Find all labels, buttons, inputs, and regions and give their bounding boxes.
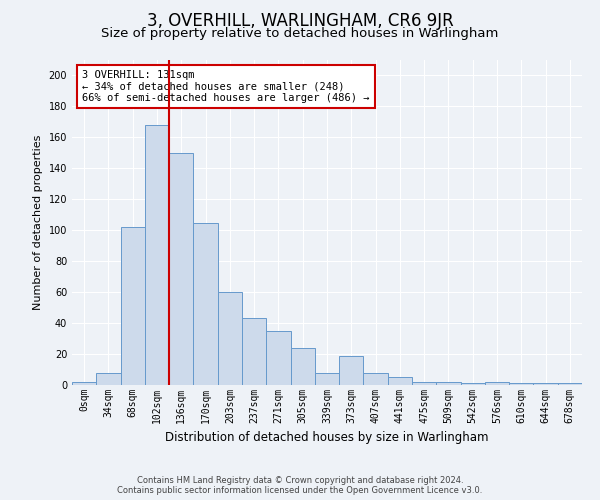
Bar: [315, 372, 339, 385]
Bar: [436, 382, 461, 385]
Bar: [96, 372, 121, 385]
Bar: [218, 292, 242, 385]
Bar: [290, 348, 315, 385]
Text: Size of property relative to detached houses in Warlingham: Size of property relative to detached ho…: [101, 28, 499, 40]
Bar: [169, 153, 193, 385]
Bar: [388, 378, 412, 385]
Bar: [242, 318, 266, 385]
Bar: [509, 384, 533, 385]
Bar: [266, 331, 290, 385]
Bar: [461, 384, 485, 385]
Bar: [193, 222, 218, 385]
Bar: [145, 125, 169, 385]
Bar: [339, 356, 364, 385]
Bar: [121, 227, 145, 385]
Bar: [364, 372, 388, 385]
Bar: [72, 382, 96, 385]
X-axis label: Distribution of detached houses by size in Warlingham: Distribution of detached houses by size …: [165, 432, 489, 444]
Bar: [485, 382, 509, 385]
Y-axis label: Number of detached properties: Number of detached properties: [33, 135, 43, 310]
Text: 3, OVERHILL, WARLINGHAM, CR6 9JR: 3, OVERHILL, WARLINGHAM, CR6 9JR: [146, 12, 454, 30]
Bar: [558, 384, 582, 385]
Text: 3 OVERHILL: 131sqm
← 34% of detached houses are smaller (248)
66% of semi-detach: 3 OVERHILL: 131sqm ← 34% of detached hou…: [82, 70, 370, 103]
Bar: [412, 382, 436, 385]
Bar: [533, 384, 558, 385]
Text: Contains HM Land Registry data © Crown copyright and database right 2024.
Contai: Contains HM Land Registry data © Crown c…: [118, 476, 482, 495]
